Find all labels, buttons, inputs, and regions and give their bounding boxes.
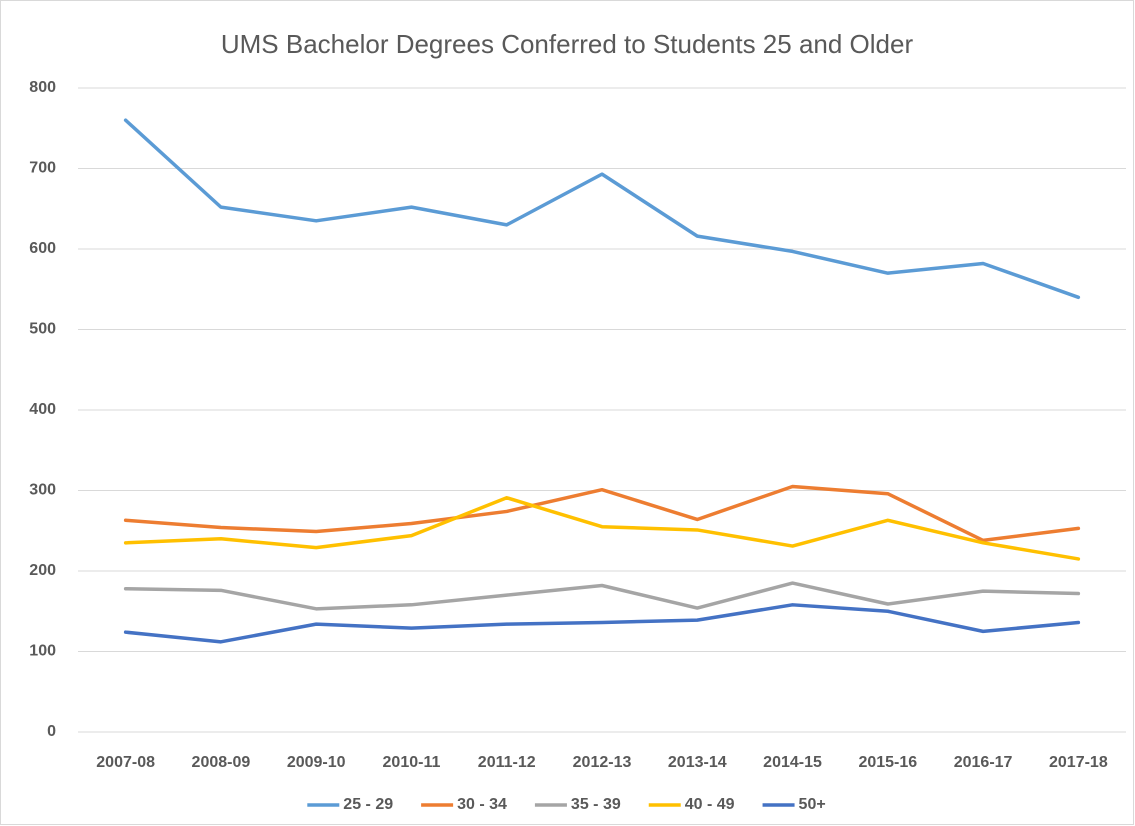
y-tick-label: 100: [29, 643, 56, 660]
x-tick-label: 2016-17: [954, 754, 1013, 771]
series-line: [123, 603, 1081, 644]
legend-label: 25 - 29: [343, 796, 393, 813]
chart-title: UMS Bachelor Degrees Conferred to Studen…: [221, 29, 914, 59]
series-line: [123, 118, 1081, 300]
series-line: [123, 581, 1081, 611]
x-tick-label: 2010-11: [383, 754, 441, 771]
y-tick-label: 400: [29, 401, 56, 418]
y-tick-label: 0: [47, 723, 56, 740]
legend-label: 30 - 34: [457, 796, 507, 813]
y-tick-label: 800: [29, 79, 56, 96]
series-line: [123, 495, 1081, 561]
x-tick-label: 2013-14: [668, 754, 727, 771]
x-tick-label: 2008-09: [192, 754, 251, 771]
x-tick-label: 2012-13: [573, 754, 632, 771]
y-tick-label: 300: [29, 482, 56, 499]
series-line: [123, 484, 1081, 543]
x-tick-label: 2014-15: [763, 754, 822, 771]
legend-label: 50+: [799, 796, 826, 813]
legend-label: 40 - 49: [685, 796, 735, 813]
x-tick-label: 2009-10: [287, 754, 346, 771]
y-tick-label: 700: [29, 160, 56, 177]
x-tick-label: 2017-18: [1049, 754, 1108, 771]
y-tick-label: 200: [29, 562, 56, 579]
x-tick-label: 2011-12: [478, 754, 536, 771]
legend-label: 35 - 39: [571, 796, 621, 813]
y-tick-label: 500: [29, 321, 56, 338]
y-tick-label: 600: [29, 240, 56, 257]
x-tick-label: 2015-16: [858, 754, 917, 771]
x-tick-label: 2007-08: [96, 754, 155, 771]
